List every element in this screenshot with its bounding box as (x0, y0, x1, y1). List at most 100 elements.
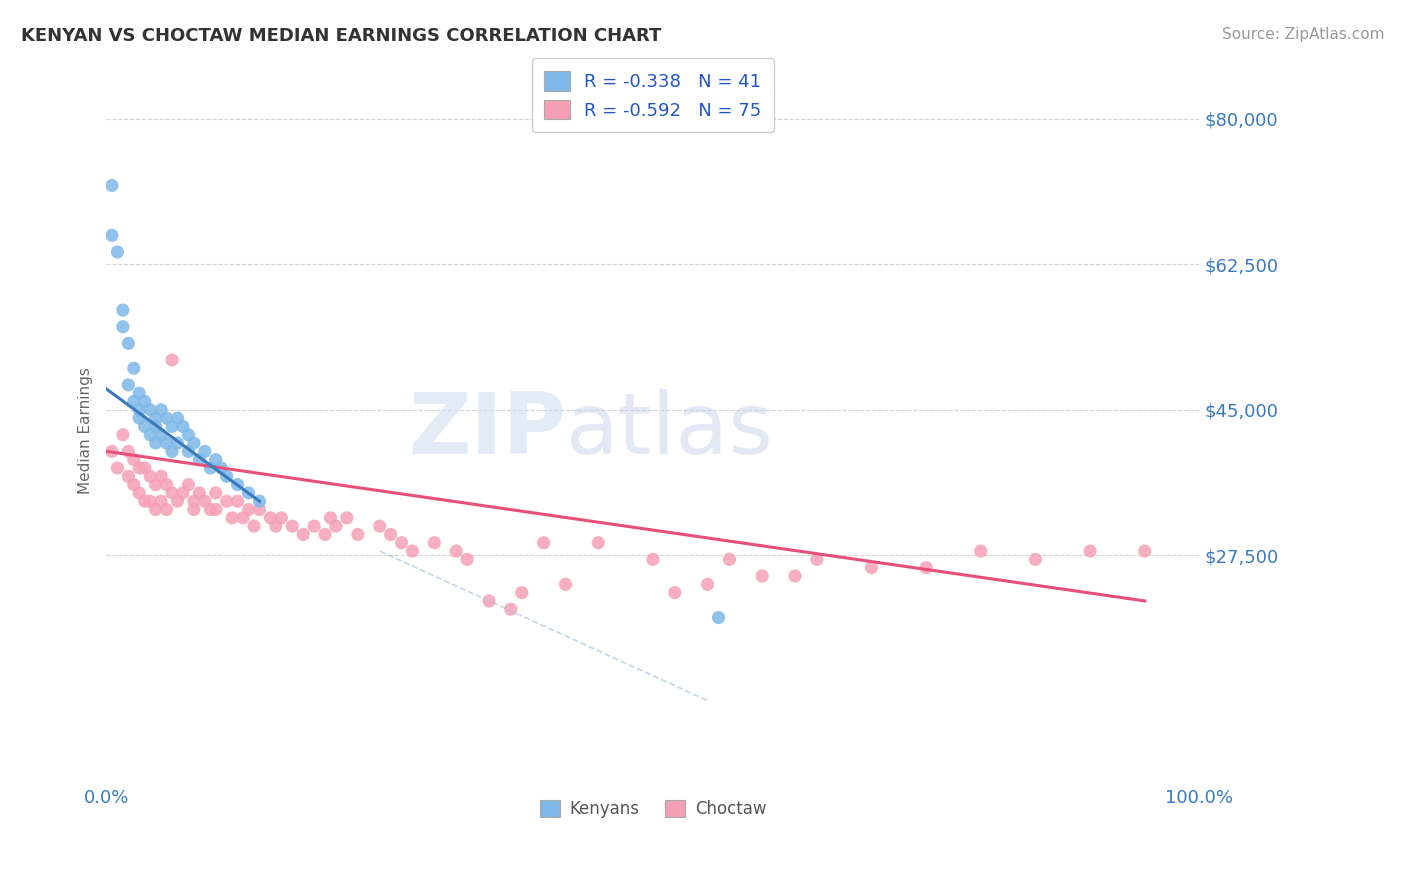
Point (101, 228, 124, 243)
Point (423, 535, 446, 549)
Point (145, 411, 167, 425)
Point (336, 511, 359, 525)
Point (134, 394, 156, 409)
Point (101, 444, 124, 458)
Point (860, 560, 883, 574)
Point (200, 461, 222, 475)
Point (533, 535, 555, 549)
Point (150, 469, 173, 483)
Point (166, 494, 188, 508)
Point (105, 461, 128, 475)
Point (221, 511, 243, 525)
Point (177, 427, 200, 442)
Point (134, 419, 156, 434)
Point (139, 469, 162, 483)
Point (249, 494, 271, 508)
Point (122, 452, 145, 467)
Point (718, 552, 741, 566)
Point (150, 402, 173, 417)
Point (204, 486, 226, 500)
Point (588, 535, 610, 549)
Point (160, 444, 183, 458)
Point (238, 486, 260, 500)
Point (1133, 544, 1156, 558)
Point (664, 585, 686, 599)
Point (292, 527, 315, 541)
Point (264, 519, 287, 533)
Point (200, 502, 222, 516)
Point (238, 502, 260, 516)
Point (232, 511, 254, 525)
Point (139, 427, 162, 442)
Point (145, 502, 167, 516)
Point (188, 452, 211, 467)
Text: Source: ZipAtlas.com: Source: ZipAtlas.com (1222, 27, 1385, 42)
Point (183, 436, 205, 450)
Point (183, 502, 205, 516)
Text: KENYAN VS CHOCTAW MEDIAN EARNINGS CORRELATION CHART: KENYAN VS CHOCTAW MEDIAN EARNINGS CORREL… (21, 27, 661, 45)
Point (177, 477, 200, 491)
Point (204, 502, 226, 516)
Point (111, 427, 134, 442)
Point (401, 544, 423, 558)
Text: ZIP: ZIP (408, 389, 565, 472)
Point (499, 602, 522, 616)
Point (128, 486, 150, 500)
Point (155, 436, 177, 450)
Point (1024, 552, 1046, 566)
Point (128, 386, 150, 401)
Point (122, 477, 145, 491)
Point (166, 411, 188, 425)
Point (105, 244, 128, 259)
Point (122, 361, 145, 376)
Point (226, 494, 249, 508)
Point (270, 511, 292, 525)
Point (155, 502, 177, 516)
Point (510, 585, 533, 599)
Point (134, 461, 156, 475)
Point (160, 353, 183, 368)
Point (160, 486, 183, 500)
Point (145, 477, 167, 491)
Point (145, 436, 167, 450)
Point (314, 527, 336, 541)
Point (243, 519, 266, 533)
Point (117, 377, 139, 392)
Point (209, 461, 232, 475)
Point (249, 502, 271, 516)
Point (215, 469, 238, 483)
Point (478, 594, 501, 608)
Point (145, 419, 167, 434)
Point (101, 178, 124, 193)
Point (128, 461, 150, 475)
Point (751, 569, 773, 583)
Point (150, 427, 173, 442)
Text: atlas: atlas (565, 389, 773, 472)
Point (155, 477, 177, 491)
Point (188, 486, 211, 500)
Point (806, 552, 828, 566)
Point (215, 494, 238, 508)
Point (1078, 544, 1101, 558)
Point (111, 303, 134, 318)
Point (391, 535, 413, 549)
Point (783, 569, 806, 583)
Point (347, 527, 370, 541)
Point (128, 402, 150, 417)
Point (172, 486, 194, 500)
Point (150, 494, 173, 508)
Point (117, 469, 139, 483)
Point (172, 419, 194, 434)
Point (302, 519, 325, 533)
Point (970, 544, 993, 558)
Point (915, 560, 938, 574)
Point (325, 519, 347, 533)
Point (368, 519, 391, 533)
Point (160, 419, 183, 434)
Point (111, 319, 134, 334)
Point (194, 494, 217, 508)
Point (128, 411, 150, 425)
Point (166, 436, 188, 450)
Point (117, 336, 139, 351)
Point (554, 577, 576, 591)
